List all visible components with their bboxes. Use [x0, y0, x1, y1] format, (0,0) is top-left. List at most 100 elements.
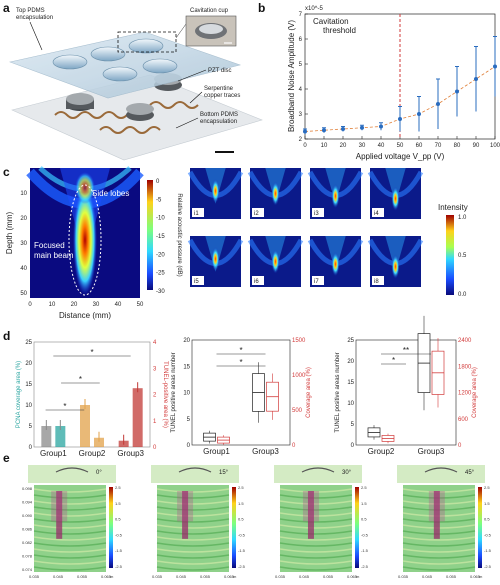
e-wavefront	[279, 500, 353, 505]
e-skin-layer	[28, 465, 116, 483]
b-ytick-label: 4	[299, 87, 303, 93]
e-wavefront	[33, 542, 107, 547]
e-wavefront	[33, 530, 107, 535]
e-wavefront	[402, 548, 476, 553]
e-focal-halo	[302, 491, 319, 522]
b-data-point	[322, 128, 326, 133]
panel-a-label: a	[3, 1, 10, 15]
bottom-pdms-pointer	[175, 117, 199, 129]
e-skin-layer	[397, 465, 485, 483]
e-cb-tick: 2.5	[361, 485, 367, 490]
c-intensity-tiles: i1 i2 i3 i4 i5 i6 i7 i8	[187, 168, 424, 287]
cavitation-dome-3	[128, 38, 164, 54]
c-side-lobes-label: Side lobes	[92, 189, 129, 198]
top-pdms-label-line2: encapsulation	[16, 15, 53, 21]
e-ytick: 0.082	[22, 540, 33, 545]
b-data-point	[474, 77, 478, 81]
cavitation-dome-5	[142, 58, 178, 74]
panel-c: c Side lobes Focused main beam 0 10 20 30 40…	[3, 165, 468, 320]
d2-group-label: Group3	[252, 447, 279, 456]
e-wavefront	[156, 536, 230, 541]
e-wavefront	[279, 542, 353, 547]
d1-bar-right	[94, 437, 104, 447]
d1-ylabel-left: PCNA coverage area (%)	[16, 361, 22, 428]
b-xlabel: Applied voltage V_pp (V)	[356, 152, 445, 161]
e-cb-tick: -1.5	[484, 548, 492, 553]
e-cb-tick: -2.5	[361, 564, 369, 569]
b-data-point	[493, 64, 497, 69]
e-colorbar	[478, 487, 482, 568]
e-angle-label: 15°	[219, 470, 229, 476]
d1-right-tick: 4	[153, 340, 157, 346]
e-cb-tick: -0.5	[484, 532, 492, 537]
c-xtick-label: 40	[115, 302, 122, 308]
d2-ylabel-left: TUNEL positive areas number	[171, 352, 177, 432]
c-cb-tick: -25	[156, 271, 165, 277]
e-wavefront	[279, 566, 353, 571]
pzt-disc-label: PZT disc	[208, 68, 232, 74]
d1-sig-star: *	[79, 375, 82, 384]
e-cb-tick: 2.5	[484, 485, 490, 490]
e-ytick: 0.078	[22, 554, 33, 559]
e-cb-tick: 0.5	[484, 517, 490, 522]
e-ytick: 0.086	[22, 527, 33, 532]
b-xtick-label: 70	[435, 143, 442, 149]
e-focal-beam	[307, 491, 314, 539]
tile-i6: i6	[247, 236, 304, 287]
c-colorbar-label: Relative acoustic pressure (dB)	[176, 193, 182, 276]
e-wavefront	[279, 518, 353, 523]
tile-tag	[372, 208, 384, 217]
e-wavefront	[156, 494, 230, 499]
b-xtick-label: 100	[490, 143, 500, 149]
serpentine-trace-2	[99, 126, 161, 134]
panel-c-label: c	[3, 165, 10, 179]
e-wavefront	[156, 548, 230, 553]
d1-ylabel-right: TUNEL-positive area (%)	[162, 361, 168, 428]
e-sim-0: 0° 2.5 1.5 0.5 -0.5 -1.5 -2.5 0.098 0.094 0.090 0.…	[22, 465, 123, 579]
e-cb-tick: 0.5	[115, 517, 121, 522]
e-transducer	[301, 467, 335, 473]
top-pdms-label: Top PDMS encapsulation	[16, 8, 53, 21]
d3-group-label: Group3	[418, 447, 445, 456]
e-ytick: 0.074	[22, 567, 33, 572]
b-xtick-label: 60	[416, 143, 423, 149]
e-wavefront	[156, 488, 230, 493]
c-ylabel: Depth (mm)	[5, 212, 14, 255]
e-xtick: 0.065	[224, 574, 235, 579]
tile-label: i5	[194, 279, 199, 285]
e-colorbar	[232, 487, 236, 568]
tile-tag	[312, 208, 324, 217]
e-cb-tick: 1.5	[115, 501, 121, 506]
c-ytick-label: 20	[20, 216, 27, 222]
c-cb-tick: -15	[156, 234, 165, 240]
e-wavefront	[156, 518, 230, 523]
b-data-point	[436, 102, 440, 106]
e-xtick: 0.045	[53, 574, 64, 579]
e-xtick: 0.055	[323, 574, 334, 579]
e-colorbar	[109, 487, 113, 568]
panel-b-label: b	[258, 1, 265, 15]
d3-ylabel-right: Coverage area (%)	[472, 367, 478, 418]
d2-frame	[191, 339, 291, 446]
e-wavefront	[33, 566, 107, 571]
b-annotation: Cavitation threshold	[313, 17, 356, 35]
tile-i7: i7	[307, 236, 364, 287]
e-sim-1: 15° 2.5 1.5 0.5 -0.5 -1.5 -2.5 0.035 0.045 0.055 0…	[151, 465, 246, 579]
e-sim-2: 30° 2.5 1.5 0.5 -0.5 -1.5 -2.5 0.035 0.045 0.055 0…	[274, 465, 369, 579]
e-cb-tick: -2.5	[115, 564, 123, 569]
c-xtick-label: 20	[71, 302, 78, 308]
tile-tag	[192, 276, 204, 285]
e-cb-tick: -2.5	[238, 564, 246, 569]
d3-left-tick: 5	[351, 422, 355, 428]
d2-left-tick: 5	[187, 417, 191, 423]
e-wavefront	[33, 560, 107, 565]
e-wavefront	[156, 554, 230, 559]
tile-label: i2	[254, 211, 259, 217]
e-ytick: 0.094	[22, 500, 33, 505]
tile-i8: i8	[367, 236, 424, 287]
b-ytick-label: 3	[299, 112, 303, 118]
e-wavefront	[33, 536, 107, 541]
b-xtick-label: 80	[454, 143, 461, 149]
panel-e: e 0° 2.5 1.5 0.5 -0.5 -1.5 -2.5 0.098 0.094 0.090…	[3, 451, 492, 579]
